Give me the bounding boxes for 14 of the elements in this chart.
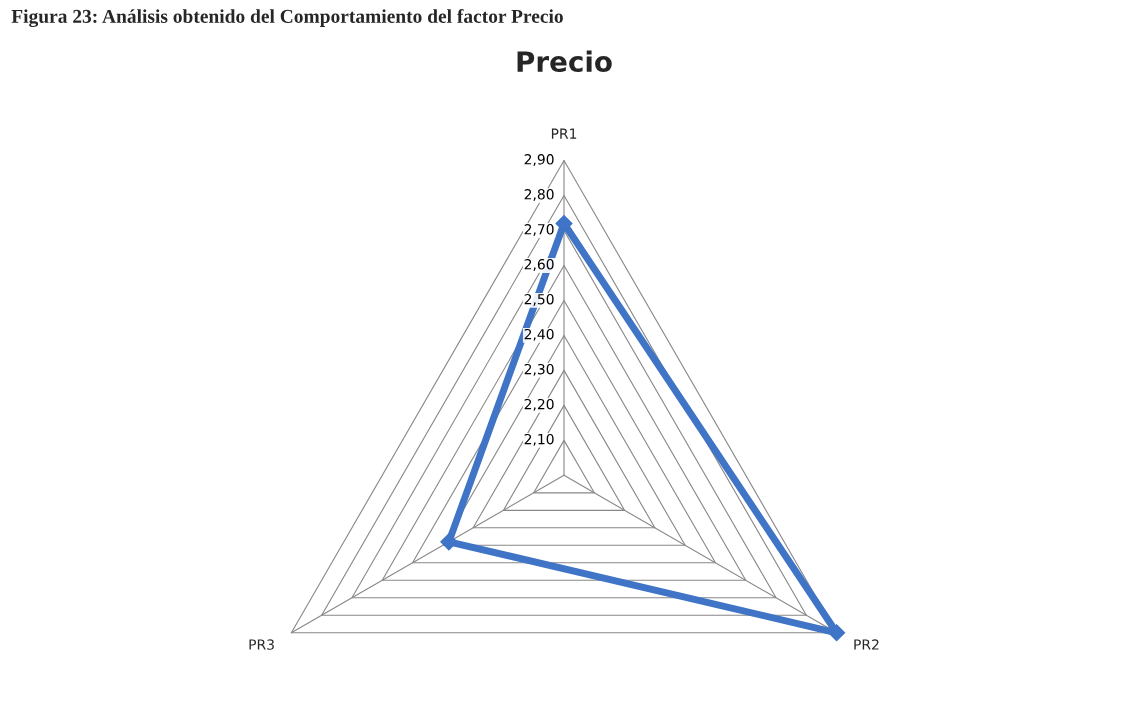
y-tick-label: 2,80 — [524, 189, 554, 201]
spoke-label: PR1 — [551, 128, 577, 139]
text: Figura 23: Análisis obtenido del Comportamiento del factor Precio — [11, 9, 563, 28]
chart-title: Precio — [517, 50, 612, 73]
y-tick-label: 2,30 — [524, 363, 554, 376]
spoke-label: PR3 — [249, 639, 274, 650]
y-tick-label: 2,50 — [524, 293, 554, 306]
y-tick-label: 2,70 — [524, 224, 554, 236]
y-tick-label: 2,90 — [524, 154, 554, 166]
y-tick-label: 2,40 — [524, 328, 554, 341]
spoke-label: PR2 — [854, 639, 879, 650]
y-tick-label: 2,20 — [524, 398, 554, 411]
y-tick-label: 2,10 — [524, 433, 554, 446]
y-tick-label: 2,60 — [524, 258, 554, 271]
